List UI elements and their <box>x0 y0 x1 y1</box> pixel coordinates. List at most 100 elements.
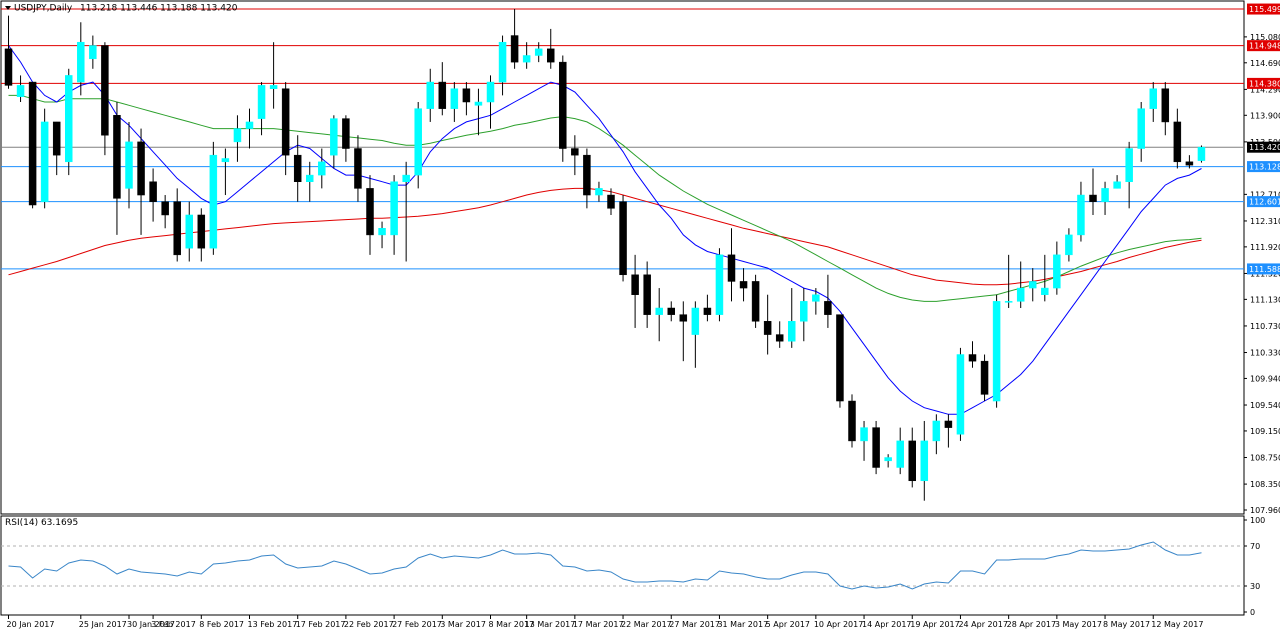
candle <box>293 135 302 202</box>
candle <box>522 42 531 69</box>
candle-body <box>800 301 808 322</box>
candle <box>438 62 447 116</box>
candle-body <box>655 307 663 315</box>
candle-body <box>812 294 820 302</box>
candle <box>65 68 73 176</box>
candle-body <box>113 115 121 199</box>
candle <box>908 427 916 488</box>
candle-body <box>679 314 688 322</box>
candle-body <box>607 194 615 209</box>
time-tick-label: 28 Apr 2017 <box>1007 620 1056 629</box>
candle <box>28 81 37 209</box>
candle <box>281 82 290 176</box>
candle <box>161 195 169 229</box>
candle-body <box>908 440 916 482</box>
candle-body <box>727 254 736 282</box>
candle-body <box>221 158 230 163</box>
candle-body <box>751 281 760 322</box>
candle <box>872 420 880 475</box>
candle-body <box>703 307 712 315</box>
candle-body <box>1041 287 1049 295</box>
time-tick-label: 19 Apr 2017 <box>910 620 959 629</box>
price-tick-label: 113.900 <box>1250 111 1280 120</box>
rsi-label: RSI(14) 63.1695 <box>5 518 78 528</box>
candle-body <box>390 181 398 236</box>
rsi-tick-label-100: 100 <box>1250 516 1265 525</box>
candle-body <box>306 174 314 182</box>
candle <box>980 354 989 402</box>
candle-body <box>1029 281 1037 289</box>
price-tick-label: 112.710 <box>1250 190 1280 199</box>
candle <box>318 148 326 189</box>
candle-body <box>522 55 531 63</box>
candle-body <box>872 427 880 468</box>
candle-body <box>1065 234 1073 256</box>
candle-body <box>932 420 941 442</box>
time-tick-label: 10 Apr 2017 <box>814 620 863 629</box>
rsi-tick-label-0: 0 <box>1250 608 1255 617</box>
candle-body <box>245 121 254 129</box>
candle <box>330 115 338 169</box>
candle-body <box>968 354 977 362</box>
price-tick-label: 109.940 <box>1250 374 1280 383</box>
time-tick-label: 3 May 2017 <box>1055 620 1102 629</box>
candle-body <box>89 45 97 60</box>
candle-body <box>414 108 422 176</box>
price-tag-112.601-bg <box>1247 196 1280 208</box>
candle <box>788 288 796 348</box>
candle <box>824 274 832 328</box>
price-tag-114.948: 114.948 <box>1249 42 1280 51</box>
candle <box>1065 228 1073 262</box>
candle <box>1004 254 1013 309</box>
candle <box>149 168 157 222</box>
candle-body <box>824 301 832 315</box>
candle-body <box>330 118 338 156</box>
candle <box>245 108 254 149</box>
current-price-tag: 113.420 <box>1249 143 1280 152</box>
candle <box>944 414 953 448</box>
candle-body <box>510 35 519 63</box>
candle <box>101 42 109 156</box>
candle <box>1041 254 1049 302</box>
candle-body <box>52 121 61 156</box>
candle <box>486 75 495 129</box>
candle-body <box>836 314 844 402</box>
candle-body <box>486 81 495 103</box>
candle <box>209 141 218 255</box>
candle-body <box>788 321 796 342</box>
candle <box>703 294 712 322</box>
candle-body <box>1149 88 1157 109</box>
candle-body <box>498 41 507 83</box>
candle <box>1089 168 1097 215</box>
time-tick-label: 27 Feb 2017 <box>392 620 442 629</box>
time-tick-label: 5 Apr 2017 <box>766 620 810 629</box>
candle-body <box>438 81 447 109</box>
candle <box>800 288 808 342</box>
candle <box>775 321 784 348</box>
candle-body <box>1077 194 1085 236</box>
price-tags: 115.499 114.948 114.380 113.128 112.601 111.5… <box>1247 3 1280 275</box>
candle <box>667 301 675 322</box>
candle-body <box>1101 188 1109 202</box>
time-tick-label: 3 Mar 2017 <box>440 620 486 629</box>
candle <box>4 15 13 89</box>
candle-body <box>1053 254 1061 289</box>
candle-body <box>739 281 748 289</box>
candle <box>378 221 386 249</box>
candle-body <box>980 360 989 395</box>
symbol-dropdown-icon[interactable] <box>5 6 11 10</box>
candle <box>16 75 25 103</box>
candle <box>751 274 760 328</box>
ma-mid-line <box>8 94 1202 302</box>
candle <box>631 254 639 328</box>
rsi-tick-label-70: 70 <box>1250 542 1260 551</box>
candle <box>583 148 591 209</box>
candle-body <box>318 161 326 176</box>
candle <box>474 88 483 136</box>
ma-slow-line <box>8 187 1202 286</box>
candle-body <box>137 141 145 196</box>
time-tick-label: 24 Apr 2017 <box>958 620 1007 629</box>
price-tick-label: 109.540 <box>1250 401 1280 410</box>
